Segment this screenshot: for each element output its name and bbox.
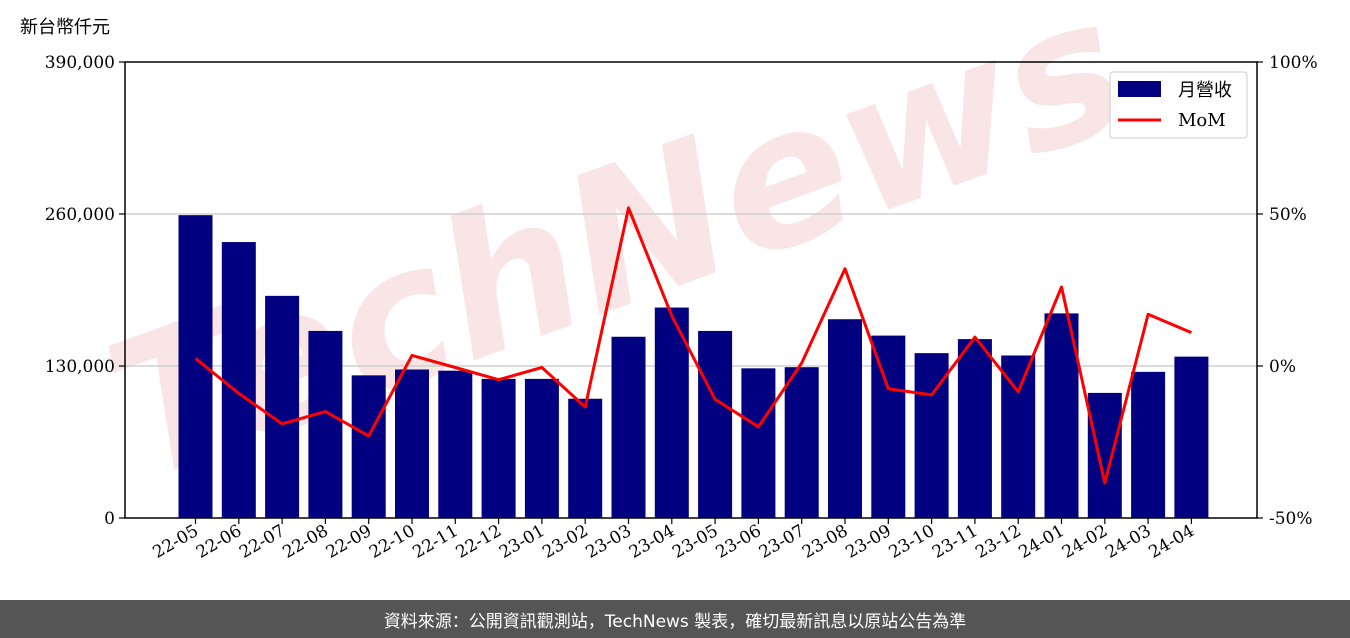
- y2-tick-label-3: 100%: [1269, 53, 1318, 73]
- legend-label-mom: MoM: [1178, 110, 1226, 131]
- x-tick-label-23-11: 23-11: [929, 521, 981, 563]
- bar-23-01: [524, 378, 559, 518]
- x-tick-label-24-04: 24-04: [1145, 521, 1197, 563]
- bar-22-11: [438, 370, 473, 518]
- x-tick-label-22-12: 22-12: [453, 521, 505, 563]
- y2-tick-label-0: -50%: [1269, 509, 1313, 529]
- x-tick-label-22-10: 22-10: [366, 521, 418, 563]
- y-tick-label-3: 390,000: [45, 53, 115, 73]
- bar-22-09: [351, 375, 386, 518]
- bar-23-08: [828, 319, 862, 518]
- bar-22-06: [221, 242, 256, 519]
- x-tick-label-23-03: 23-03: [583, 521, 635, 563]
- bar-22-10: [395, 369, 429, 518]
- plot-border: [124, 61, 1258, 519]
- x-tick-label-22-08: 22-08: [279, 521, 331, 563]
- bar-23-11: [957, 339, 992, 518]
- right-axis: -50% 0% 50% 100%: [1257, 53, 1318, 529]
- mom-line: [194, 206, 1192, 485]
- x-tick-label-23-02: 23-02: [539, 521, 591, 563]
- source-footer: 資料來源：公開資訊觀測站，TechNews 製表，確切最新訊息以原站公告為準: [0, 600, 1350, 638]
- x-tick-label-23-06: 23-06: [712, 521, 764, 563]
- x-tick-label-22-11: 22-11: [409, 521, 461, 563]
- x-tick-label-24-01: 24-01: [1016, 521, 1068, 563]
- x-axis: 22-0522-0622-0722-0822-0922-1022-1122-12…: [150, 518, 1198, 563]
- x-tick-label-22-06: 22-06: [193, 521, 245, 563]
- bar-22-08: [308, 330, 343, 518]
- mom-line-series: [194, 206, 1192, 485]
- bar-23-06: [741, 368, 776, 518]
- legend: 月營收 MoM: [1109, 71, 1248, 139]
- bar-23-07: [784, 367, 819, 518]
- x-tick-label-22-09: 22-09: [323, 521, 375, 563]
- bar-23-02: [568, 398, 603, 518]
- x-tick-label-23-10: 23-10: [886, 521, 938, 563]
- x-tick-label-22-05: 22-05: [150, 521, 202, 563]
- source-note: 資料來源：公開資訊觀測站，TechNews 製表，確切最新訊息以原站公告為準: [383, 611, 967, 632]
- bar-24-02: [1087, 392, 1122, 518]
- x-tick-label-23-08: 23-08: [799, 521, 851, 563]
- bar-23-05: [698, 330, 733, 518]
- bar-23-12: [1001, 355, 1036, 518]
- bar-24-01: [1044, 313, 1079, 518]
- legend-label-revenue: 月營收: [1178, 80, 1232, 101]
- x-tick-label-23-05: 23-05: [669, 521, 721, 563]
- x-tick-label-23-12: 23-12: [972, 521, 1024, 563]
- y-axis-unit-label: 新台幣仟元: [20, 17, 110, 38]
- bar-22-07: [265, 295, 300, 518]
- y-tick-label-1: 130,000: [45, 357, 115, 377]
- bar-23-04: [654, 307, 689, 518]
- bar-series: [178, 215, 1209, 519]
- x-tick-label-24-02: 24-02: [1059, 521, 1111, 563]
- plot-frame: [124, 61, 1258, 519]
- x-tick-label-23-09: 23-09: [842, 521, 894, 563]
- y-tick-label-0: 0: [104, 509, 115, 529]
- x-tick-label-22-07: 22-07: [236, 521, 288, 563]
- x-tick-label-23-01: 23-01: [496, 521, 548, 563]
- y2-tick-label-1: 0%: [1269, 357, 1296, 377]
- left-axis: 0 130,000 260,000 390,000: [45, 53, 125, 529]
- bar-24-03: [1131, 371, 1166, 518]
- x-tick-label-24-03: 24-03: [1102, 521, 1154, 563]
- bar-22-12: [481, 378, 516, 518]
- bar-23-03: [611, 336, 646, 518]
- bar-23-09: [871, 335, 906, 518]
- y2-tick-label-2: 50%: [1269, 205, 1307, 225]
- bar-24-04: [1174, 356, 1209, 518]
- legend-swatch-bar: [1118, 81, 1161, 97]
- x-tick-label-23-07: 23-07: [756, 521, 808, 563]
- x-tick-label-23-04: 23-04: [626, 521, 678, 563]
- y-tick-label-2: 260,000: [45, 205, 115, 225]
